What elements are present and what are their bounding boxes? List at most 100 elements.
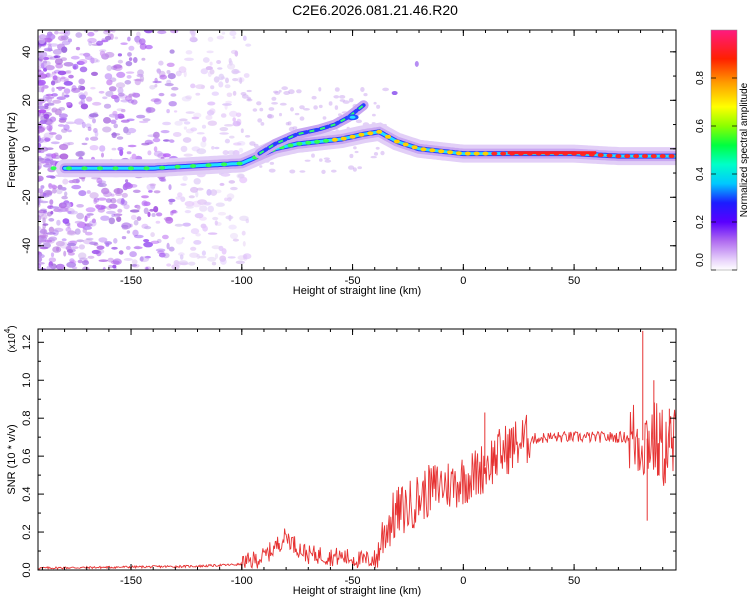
- colorbar-tick-label: 0.4: [695, 167, 706, 181]
- noise-blob: [311, 153, 315, 158]
- noise-blob: [97, 197, 107, 201]
- x-tick-label: -150: [120, 575, 142, 587]
- noise-blob: [173, 110, 178, 113]
- noise-blob: [214, 253, 219, 259]
- noise-blob: [184, 210, 192, 214]
- noise-blob: [74, 118, 84, 125]
- noise-blob: [168, 198, 176, 203]
- noise-blob: [79, 257, 88, 261]
- noise-blob: [98, 259, 109, 263]
- noise-blob: [268, 107, 275, 111]
- noise-blob: [191, 116, 200, 120]
- noise-blob: [78, 59, 88, 65]
- noise-blob: [222, 150, 229, 156]
- noise-blob: [38, 176, 43, 181]
- noise-blob: [175, 237, 184, 245]
- noise-blob: [42, 60, 51, 67]
- branch-peak: [349, 115, 356, 119]
- noise-blob: [220, 258, 227, 265]
- noise-blob: [99, 145, 106, 152]
- noise-blob: [58, 113, 68, 119]
- noise-blob: [195, 191, 199, 198]
- noise-blob: [227, 256, 236, 259]
- noise-blob: [269, 161, 275, 165]
- noise-blob: [232, 70, 241, 74]
- noise-blob: [222, 103, 232, 106]
- noise-blob: [313, 105, 318, 110]
- ridge-peak: [305, 140, 312, 145]
- noise-blob: [360, 87, 365, 92]
- noise-blob: [38, 129, 41, 135]
- noise-blob: [126, 132, 131, 136]
- noise-blob: [113, 64, 123, 69]
- noise-blob: [194, 213, 204, 219]
- noise-blob: [217, 67, 223, 70]
- noise-blob: [152, 137, 161, 143]
- noise-blob: [321, 169, 326, 174]
- noise-blob: [111, 213, 116, 218]
- noise-blob: [219, 255, 227, 262]
- noise-blob: [117, 59, 123, 64]
- noise-blob: [117, 53, 122, 57]
- noise-blob: [172, 132, 182, 137]
- noise-blob: [120, 99, 130, 103]
- noise-blob: [232, 117, 236, 122]
- noise-blob: [227, 63, 236, 70]
- noise-blob: [180, 183, 187, 186]
- ridge-peak: [650, 154, 657, 159]
- noise-blob: [180, 145, 188, 153]
- noise-blob: [102, 96, 108, 100]
- x-tick-label: -150: [120, 275, 142, 287]
- noise-blob: [213, 76, 220, 83]
- noise-blob: [175, 70, 182, 77]
- noise-blob: [53, 227, 64, 232]
- noise-blob: [78, 78, 85, 85]
- noise-blob: [179, 118, 188, 122]
- noise-blob: [59, 241, 69, 249]
- branch-peak: [391, 91, 398, 96]
- noise-blob: [38, 105, 46, 110]
- noise-blob: [50, 206, 60, 209]
- noise-blob: [90, 86, 96, 90]
- noise-blob: [201, 250, 206, 256]
- noise-blob: [38, 102, 43, 106]
- noise-blob: [77, 259, 83, 264]
- noise-blob: [239, 176, 248, 184]
- y-axis-label: Frequency (Hz): [6, 112, 18, 188]
- noise-blob: [131, 259, 138, 265]
- noise-blob: [133, 219, 139, 226]
- noise-blob: [70, 55, 80, 60]
- ridge-peak: [402, 142, 409, 147]
- noise-blob: [199, 205, 208, 212]
- noise-blob: [89, 113, 99, 118]
- noise-blob: [50, 141, 60, 145]
- noise-blob: [299, 116, 305, 121]
- noise-blob: [153, 206, 159, 213]
- ridge-peak: [358, 132, 365, 137]
- noise-blob: [125, 179, 129, 183]
- noise-blob: [170, 30, 179, 34]
- noise-blob: [111, 30, 116, 33]
- noise-blob: [125, 71, 135, 74]
- noise-blob: [80, 98, 86, 105]
- noise-blob: [114, 114, 119, 121]
- noise-blob: [163, 139, 170, 142]
- noise-blob: [62, 178, 69, 185]
- noise-blob: [289, 169, 296, 174]
- noise-blob: [84, 55, 93, 60]
- ridge-peak: [464, 151, 471, 156]
- noise-blob: [260, 122, 265, 126]
- noise-blob: [42, 60, 48, 64]
- noise-blob: [195, 92, 201, 96]
- noise-blob: [205, 115, 213, 120]
- noise-blob: [185, 50, 193, 55]
- noise-blob: [128, 57, 133, 61]
- noise-blob: [40, 213, 48, 220]
- noise-blob: [112, 258, 122, 266]
- noise-blob: [205, 66, 213, 71]
- noise-blob: [91, 249, 100, 255]
- ridge-peak: [668, 154, 675, 159]
- noise-blob: [85, 96, 93, 102]
- noise-blob: [91, 218, 96, 224]
